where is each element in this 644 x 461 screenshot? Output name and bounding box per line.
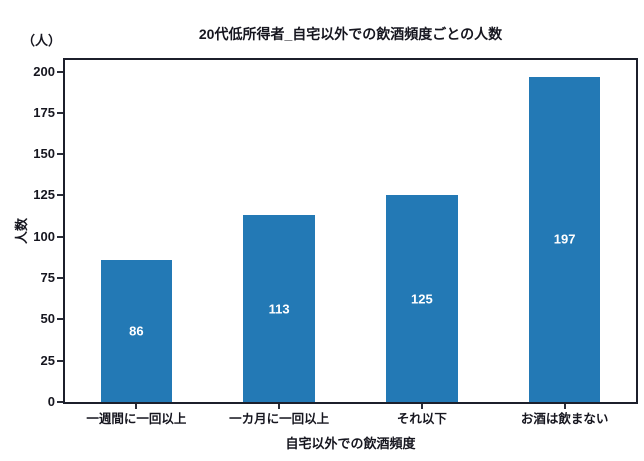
plot-area: 86 113 125 197 [63,58,638,404]
bar: 125 [386,195,458,402]
y-tick-label: 150 [33,146,55,162]
x-tick-label: それ以下 [396,412,447,426]
y-tick-label: 125 [33,187,55,203]
y-tick-mark [57,153,63,156]
y-axis-unit-label: （人） [22,33,62,48]
bar-value-label: 86 [129,323,144,339]
y-tick-mark [57,318,63,321]
y-tick-label: 0 [47,394,55,409]
x-tick-mark [563,404,566,409]
chart-title: 20代低所得者_自宅以外での飲酒頻度ごとの人数 [198,26,503,42]
x-tick-label: お酒は飲まない [520,412,609,426]
y-tick-label: 50 [40,311,55,327]
x-axis-label: 自宅以外での飲酒頻度 [285,436,416,451]
y-tick-mark [57,359,63,362]
y-tick-label: 100 [33,228,55,244]
bar: 86 [100,259,173,402]
x-tick-label: 一カ月に一回以上 [229,412,330,426]
bar-value-label: 125 [411,291,433,307]
y-tick-label: 175 [33,104,55,120]
y-tick-label: 25 [40,352,55,368]
y-tick-mark [57,194,63,197]
bar-value-label: 113 [268,301,290,317]
y-tick-mark [57,235,63,238]
x-tick-label: 一週間に一回以上 [86,412,187,426]
x-tick-mark [135,404,138,409]
y-tick-mark [57,277,63,280]
y-tick-mark [57,401,63,403]
y-tick-label: 75 [40,270,55,286]
bar: 113 [243,215,315,402]
y-tick-mark [57,70,63,73]
x-tick-mark [278,404,281,409]
bar-value-label: 197 [553,231,576,247]
y-tick-label: 200 [33,63,55,79]
y-tick-mark [57,111,63,114]
x-tick-mark [420,404,423,409]
bar: 197 [528,76,601,402]
